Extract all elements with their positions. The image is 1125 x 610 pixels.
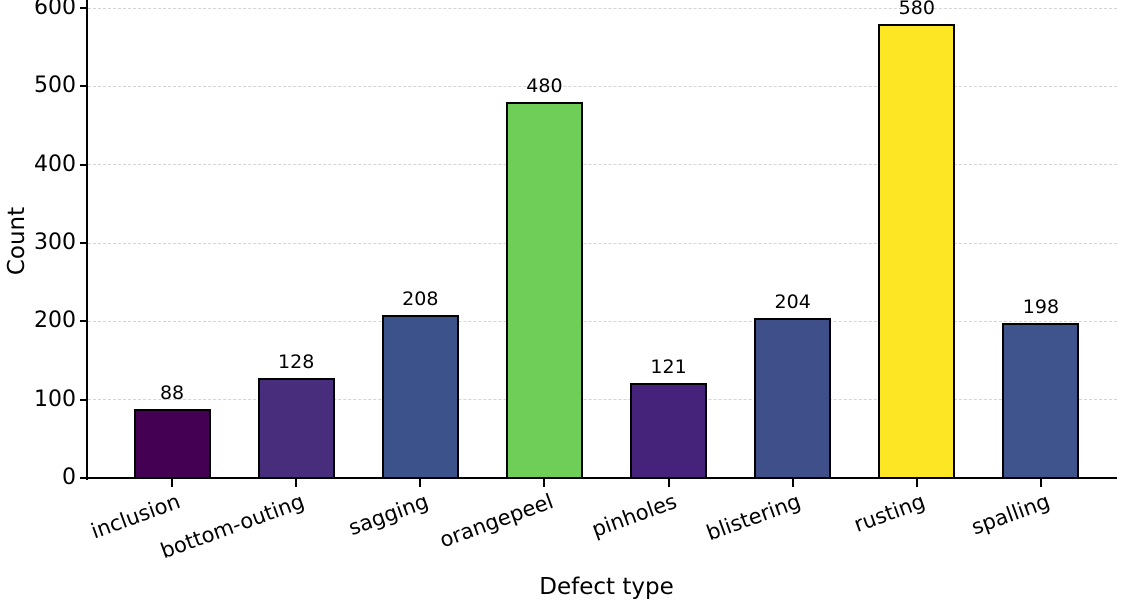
y-tick — [80, 398, 88, 401]
x-tick — [295, 479, 298, 487]
x-tick-label: orangepeel — [436, 489, 556, 553]
y-tick — [80, 242, 88, 244]
bar-value-label: 128 — [278, 350, 315, 373]
y-tick-label: 100 — [34, 386, 76, 412]
bar — [505, 102, 583, 479]
y-tick — [80, 320, 88, 323]
y-tick — [80, 7, 88, 9]
bar-value-label: 88 — [159, 382, 185, 405]
bar-value-label: 580 — [898, 0, 935, 19]
x-tick — [419, 479, 422, 487]
bar — [381, 315, 459, 479]
y-gridline — [88, 320, 1117, 322]
x-tick — [1039, 479, 1042, 487]
y-gridline — [88, 164, 1117, 166]
bar — [257, 377, 335, 479]
y-gridline — [88, 85, 1117, 87]
x-axis-title: Defect type — [539, 574, 674, 600]
x-tick — [915, 479, 918, 487]
bar-value-label: 480 — [526, 75, 563, 97]
bar — [754, 318, 832, 479]
x-tick-label: sagging — [345, 489, 432, 541]
x-axis-spine — [86, 477, 1117, 479]
x-tick-label: bottom-outing — [157, 489, 308, 564]
y-tick-label: 500 — [34, 73, 76, 99]
bar — [878, 23, 956, 479]
bar — [630, 383, 708, 479]
bar-value-label: 121 — [650, 356, 687, 379]
y-gridline — [88, 399, 1117, 401]
y-tick — [80, 477, 88, 479]
x-tick — [791, 479, 794, 487]
x-tick-label: inclusion — [88, 489, 184, 544]
bar-value-label: 198 — [1022, 295, 1060, 318]
y-tick-label: 300 — [34, 230, 76, 255]
y-tick-label: 200 — [34, 308, 76, 334]
y-gridline — [88, 242, 1117, 244]
y-gridline — [88, 7, 1117, 9]
y-tick — [80, 163, 88, 166]
y-tick-label: 0 — [62, 465, 76, 490]
y-tick-label: 400 — [34, 151, 76, 177]
x-tick — [667, 479, 670, 487]
y-tick-label: 600 — [34, 0, 76, 20]
x-tick — [543, 479, 546, 487]
y-tick — [80, 85, 88, 88]
x-tick-label: blistering — [703, 489, 805, 546]
x-tick-label: pinholes — [588, 489, 681, 542]
x-tick-label: rusting — [850, 489, 929, 537]
bar-value-label: 208 — [402, 288, 439, 311]
y-axis-spine — [86, 0, 88, 480]
bar-value-label: 204 — [774, 291, 811, 314]
y-axis-title: Count — [4, 206, 30, 276]
x-tick-label: spalling — [967, 489, 1053, 540]
bar — [1002, 322, 1080, 479]
bar — [133, 409, 211, 479]
x-tick — [171, 479, 174, 487]
